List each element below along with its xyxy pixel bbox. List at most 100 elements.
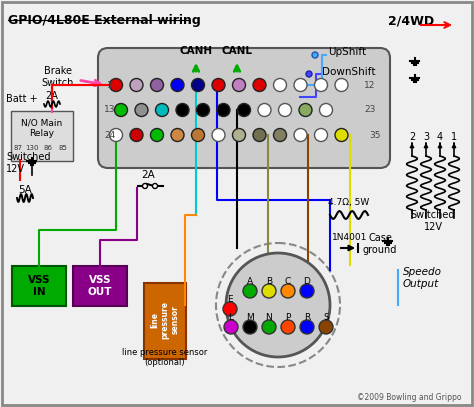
- Circle shape: [299, 103, 312, 116]
- Circle shape: [253, 79, 266, 92]
- Text: 2A: 2A: [141, 170, 155, 180]
- Text: ©2009 Bowling and Grippo: ©2009 Bowling and Grippo: [357, 393, 462, 402]
- Circle shape: [294, 129, 307, 142]
- Circle shape: [319, 103, 332, 116]
- FancyBboxPatch shape: [73, 266, 127, 306]
- Text: 2/4WD: 2/4WD: [388, 14, 434, 27]
- Text: 2: 2: [409, 132, 415, 142]
- Circle shape: [262, 320, 276, 334]
- Text: L: L: [228, 313, 234, 322]
- Text: 1N4001: 1N4001: [332, 233, 367, 242]
- Text: 4: 4: [437, 132, 443, 142]
- Circle shape: [237, 103, 250, 116]
- Text: CANH: CANH: [180, 46, 212, 56]
- Text: N/O Main
Relay: N/O Main Relay: [21, 118, 63, 138]
- Circle shape: [151, 79, 164, 92]
- Text: 23: 23: [365, 105, 376, 114]
- Text: A: A: [247, 276, 253, 285]
- Circle shape: [253, 129, 266, 142]
- Text: line
pressure
sensor: line pressure sensor: [150, 301, 180, 339]
- Circle shape: [115, 103, 128, 116]
- Circle shape: [130, 79, 143, 92]
- Circle shape: [109, 79, 122, 92]
- Text: 24: 24: [104, 131, 116, 140]
- Text: 86: 86: [44, 145, 53, 151]
- Text: B: B: [266, 276, 272, 285]
- Text: E: E: [227, 295, 233, 304]
- Circle shape: [191, 79, 204, 92]
- Circle shape: [155, 103, 168, 116]
- Text: C: C: [285, 276, 291, 285]
- Text: Switched
12V: Switched 12V: [6, 152, 51, 174]
- Circle shape: [171, 129, 184, 142]
- Text: R: R: [304, 313, 310, 322]
- Text: Brake
Switch: Brake Switch: [42, 66, 74, 88]
- Circle shape: [143, 184, 147, 188]
- Text: Speedo
Output: Speedo Output: [403, 267, 442, 289]
- Circle shape: [300, 320, 314, 334]
- Circle shape: [273, 129, 286, 142]
- Circle shape: [300, 284, 314, 298]
- Circle shape: [153, 184, 157, 188]
- Circle shape: [262, 284, 276, 298]
- Circle shape: [315, 79, 328, 92]
- Text: VSS
OUT: VSS OUT: [88, 275, 112, 297]
- Text: Batt +: Batt +: [6, 94, 37, 104]
- Text: 130: 130: [25, 145, 39, 151]
- Circle shape: [233, 129, 246, 142]
- Circle shape: [130, 129, 143, 142]
- Circle shape: [176, 103, 189, 116]
- Circle shape: [281, 284, 295, 298]
- Text: 1: 1: [451, 132, 457, 142]
- FancyBboxPatch shape: [144, 283, 186, 359]
- Circle shape: [306, 71, 312, 77]
- Circle shape: [223, 302, 237, 316]
- Circle shape: [279, 103, 292, 116]
- Text: 13: 13: [104, 105, 116, 114]
- Text: 1: 1: [107, 81, 113, 90]
- Text: UpShift: UpShift: [328, 47, 366, 57]
- Circle shape: [109, 129, 122, 142]
- Circle shape: [135, 103, 148, 116]
- Text: 2A: 2A: [46, 91, 58, 101]
- Circle shape: [335, 129, 348, 142]
- Circle shape: [335, 79, 348, 92]
- Text: 3: 3: [423, 132, 429, 142]
- Circle shape: [258, 103, 271, 116]
- FancyBboxPatch shape: [11, 111, 73, 161]
- Circle shape: [315, 129, 328, 142]
- Circle shape: [312, 52, 318, 58]
- Text: M: M: [246, 313, 254, 322]
- Circle shape: [217, 103, 230, 116]
- Circle shape: [171, 79, 184, 92]
- Text: 5A: 5A: [18, 185, 32, 195]
- Circle shape: [151, 129, 164, 142]
- Circle shape: [243, 284, 257, 298]
- Text: 85: 85: [59, 145, 67, 151]
- Circle shape: [294, 79, 307, 92]
- Text: N: N: [265, 313, 273, 322]
- Circle shape: [191, 129, 204, 142]
- Text: CANL: CANL: [221, 46, 253, 56]
- Circle shape: [212, 79, 225, 92]
- Circle shape: [273, 79, 286, 92]
- Circle shape: [224, 320, 238, 334]
- Text: 87: 87: [13, 145, 22, 151]
- Text: DownShift: DownShift: [322, 67, 375, 77]
- Text: P: P: [285, 313, 291, 322]
- Text: 35: 35: [369, 131, 381, 140]
- Circle shape: [243, 320, 257, 334]
- Text: Switched
12V: Switched 12V: [411, 210, 455, 232]
- Text: S: S: [323, 313, 329, 322]
- Text: 12: 12: [365, 81, 376, 90]
- Text: line pressure sensor
(optional): line pressure sensor (optional): [122, 348, 208, 367]
- Text: VSS
IN: VSS IN: [28, 275, 50, 297]
- Text: Case
ground: Case ground: [363, 233, 397, 255]
- FancyBboxPatch shape: [98, 48, 390, 168]
- Circle shape: [197, 103, 210, 116]
- Circle shape: [226, 253, 330, 357]
- Text: GPIO/4L80E External wiring: GPIO/4L80E External wiring: [8, 14, 201, 27]
- Circle shape: [212, 129, 225, 142]
- Circle shape: [233, 79, 246, 92]
- Circle shape: [281, 320, 295, 334]
